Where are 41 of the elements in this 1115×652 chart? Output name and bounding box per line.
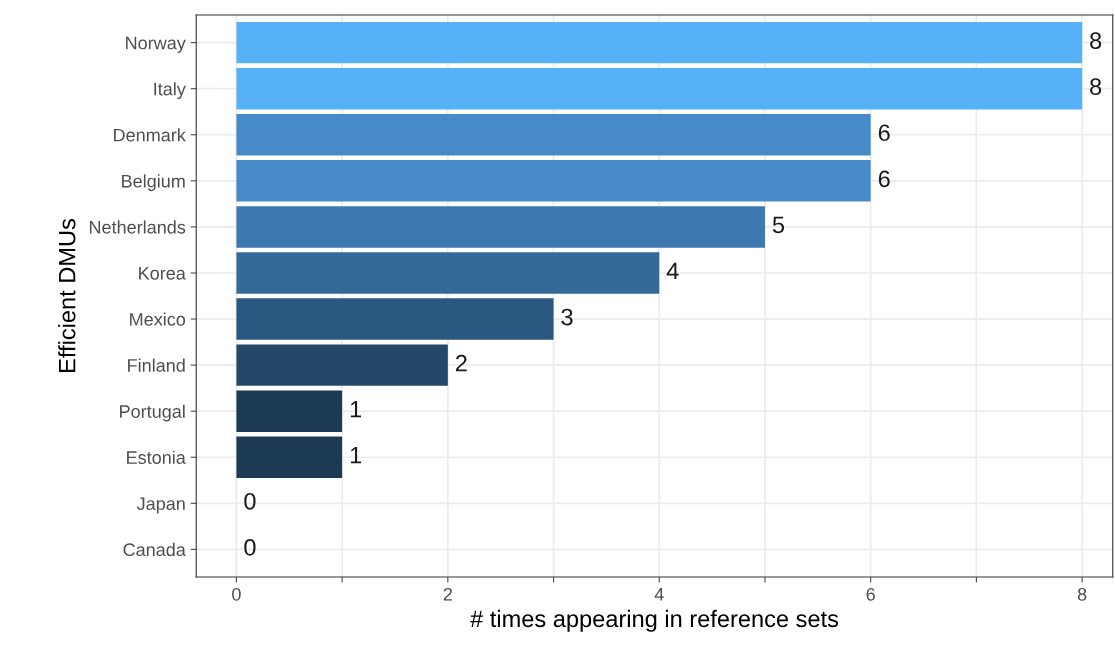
data-label: 5 bbox=[772, 216, 785, 234]
x-tick-label: 0 bbox=[232, 587, 241, 601]
y-tick-label: Italy bbox=[154, 82, 186, 99]
bar bbox=[236, 160, 871, 202]
data-label: 4 bbox=[666, 262, 679, 280]
data-label: 0 bbox=[244, 492, 256, 510]
x-axis-title: # times appearing in reference sets bbox=[470, 609, 839, 632]
data-label: 8 bbox=[1090, 32, 1102, 49]
y-tick-label: Belgium bbox=[122, 174, 185, 192]
data-label: 6 bbox=[878, 124, 890, 142]
x-tick-label: 8 bbox=[1077, 587, 1087, 601]
bar bbox=[236, 21, 1083, 64]
bar bbox=[236, 436, 343, 478]
bar bbox=[236, 252, 660, 294]
bar bbox=[236, 67, 1083, 110]
bar bbox=[236, 344, 448, 386]
x-tick-label: 6 bbox=[866, 587, 875, 601]
bar bbox=[236, 114, 871, 156]
data-label: 3 bbox=[561, 308, 573, 326]
y-tick-label: Portugal bbox=[120, 404, 185, 422]
y-tick-label: Denmark bbox=[114, 128, 186, 142]
data-label: 1 bbox=[350, 401, 362, 418]
x-tick-label: 4 bbox=[654, 588, 664, 601]
bar bbox=[236, 298, 554, 340]
data-label: 8 bbox=[1090, 78, 1102, 96]
bar bbox=[236, 390, 343, 432]
y-tick-label: Japan bbox=[136, 497, 185, 514]
bar bbox=[236, 206, 765, 248]
y-tick-label: Mexico bbox=[130, 312, 186, 326]
y-tick-label: Norway bbox=[126, 36, 186, 53]
y-tick-label: Estonia bbox=[127, 450, 186, 464]
data-label: 2 bbox=[455, 354, 467, 372]
y-axis-title: Efficient DMUs bbox=[58, 219, 76, 372]
data-label: 6 bbox=[878, 170, 890, 188]
y-tick-label: Korea bbox=[139, 267, 186, 280]
y-tick-label: Netherlands bbox=[89, 220, 186, 234]
y-tick-label: Finland bbox=[128, 358, 185, 372]
x-tick-label: 2 bbox=[443, 587, 452, 601]
data-label: 0 bbox=[244, 539, 256, 556]
y-tick-label: Canada bbox=[123, 542, 186, 557]
data-label: 1 bbox=[350, 447, 362, 464]
